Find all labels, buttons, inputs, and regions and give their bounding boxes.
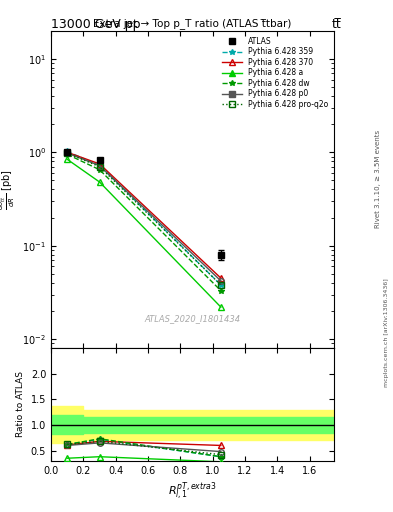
Y-axis label: $\frac{d\sigma^{fid}_{t\bar{t}}}{dR}$ [pb]: $\frac{d\sigma^{fid}_{t\bar{t}}}{dR}$ [p…	[0, 169, 17, 210]
Line: Pythia 6.428 a: Pythia 6.428 a	[64, 157, 224, 310]
Line: Pythia 6.428 359: Pythia 6.428 359	[64, 148, 224, 288]
Pythia 6.428 359	[219, 282, 223, 288]
Pythia 6.428 pro-q2o	[65, 150, 70, 156]
Title: Extra jet → Top p_T ratio (ATLAS t̅tbar): Extra jet → Top p_T ratio (ATLAS t̅tbar)	[94, 18, 292, 30]
Text: Rivet 3.1.10, ≥ 3.5M events: Rivet 3.1.10, ≥ 3.5M events	[375, 130, 381, 228]
Y-axis label: Ratio to ATLAS: Ratio to ATLAS	[16, 372, 25, 437]
Pythia 6.428 pro-q2o	[97, 164, 102, 170]
X-axis label: $R_{l,1}^{pT,extra3}$: $R_{l,1}^{pT,extra3}$	[168, 481, 217, 503]
Pythia 6.428 pro-q2o	[219, 282, 223, 288]
Pythia 6.428 370	[65, 149, 70, 155]
Line: Pythia 6.428 dw: Pythia 6.428 dw	[64, 152, 224, 293]
Text: 13000 GeV pp: 13000 GeV pp	[51, 18, 141, 31]
Pythia 6.428 dw	[97, 167, 102, 173]
Text: mcplots.cern.ch [arXiv:1306.3436]: mcplots.cern.ch [arXiv:1306.3436]	[384, 279, 389, 387]
Pythia 6.428 a	[65, 156, 70, 162]
Line: Pythia 6.428 pro-q2o: Pythia 6.428 pro-q2o	[64, 151, 224, 288]
Pythia 6.428 a	[219, 304, 223, 310]
Pythia 6.428 a	[97, 179, 102, 185]
Pythia 6.428 p0	[97, 162, 102, 168]
Legend: ATLAS, Pythia 6.428 359, Pythia 6.428 370, Pythia 6.428 a, Pythia 6.428 dw, Pyth: ATLAS, Pythia 6.428 359, Pythia 6.428 37…	[220, 34, 330, 111]
Pythia 6.428 dw	[219, 288, 223, 294]
Pythia 6.428 p0	[219, 278, 223, 284]
Pythia 6.428 359	[65, 148, 70, 155]
Pythia 6.428 359	[97, 162, 102, 168]
Text: tt̅: tt̅	[332, 18, 342, 31]
Pythia 6.428 dw	[65, 151, 70, 157]
Pythia 6.428 370	[219, 275, 223, 281]
Line: Pythia 6.428 p0: Pythia 6.428 p0	[64, 151, 224, 284]
Pythia 6.428 370	[97, 161, 102, 167]
Line: Pythia 6.428 370: Pythia 6.428 370	[64, 150, 224, 281]
Text: ATLAS_2020_I1801434: ATLAS_2020_I1801434	[145, 314, 241, 323]
Pythia 6.428 p0	[65, 150, 70, 156]
